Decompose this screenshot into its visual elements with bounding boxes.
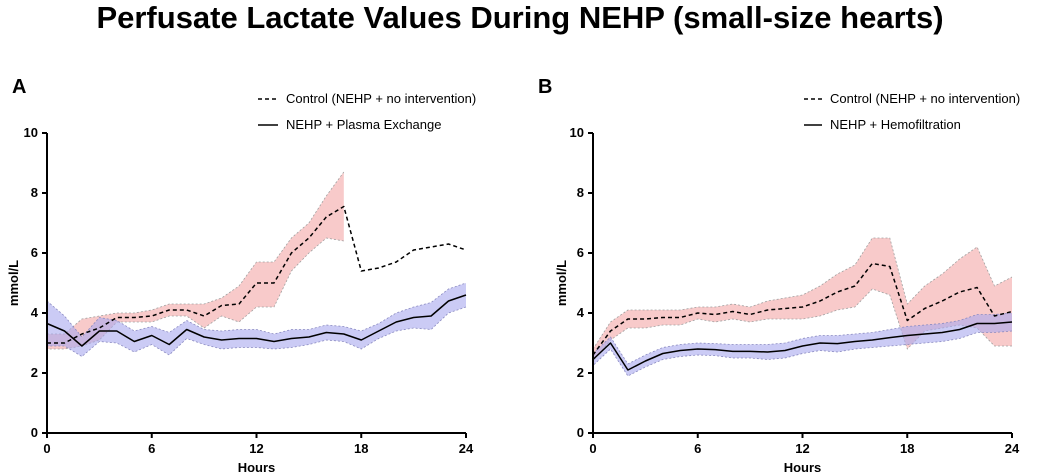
- panel-b-x-tick-label: 18: [900, 441, 914, 456]
- panel-b-band-lower-edge-1: [592, 330, 1013, 377]
- panel-b-band-upper-edge-1: [592, 312, 1013, 365]
- panel-a-y-tick-label: 8: [31, 185, 38, 200]
- panel-b-series-line-0: [592, 262, 1013, 356]
- panel-a-y-tick-label: 6: [31, 245, 38, 260]
- figure-title: Perfusate Lactate Values During NEHP (sm…: [96, 0, 944, 35]
- panel-a-band-upper-edge-0: [47, 171, 345, 335]
- panel-a-x-tick-label: 6: [148, 441, 155, 456]
- panel-b-series-line-1: [592, 321, 1013, 371]
- panel-b-y-tick-label: 4: [577, 305, 585, 320]
- panel-a-y-tick-label: 10: [24, 125, 38, 140]
- panel-a-x-tick-label: 18: [354, 441, 368, 456]
- panel-a-x-tick-label: 24: [459, 441, 474, 456]
- panel-b-y-tick-label: 2: [577, 365, 584, 380]
- panel-b-y-tick-label: 10: [570, 125, 584, 140]
- panel-a-y-tick-label: 4: [31, 305, 39, 320]
- panel-a-x-tick-label: 12: [249, 441, 263, 456]
- panel-b-x-tick-label: 24: [1005, 441, 1020, 456]
- panel-b-band-1: [593, 313, 1012, 376]
- panel-a-legend-entry-0: Control (NEHP + no intervention): [286, 91, 476, 106]
- panel-b-label: B: [538, 76, 552, 98]
- panel-b-band-upper-edge-0: [592, 237, 1013, 350]
- panel-b-legend-entry-0: Control (NEHP + no intervention): [830, 91, 1020, 106]
- panel-a-series-line-1: [46, 294, 467, 347]
- panel-a-y-axis-label: mmol/L: [6, 260, 21, 306]
- panel-a-band-1: [47, 283, 466, 357]
- panel-a-y-tick-label: 2: [31, 365, 38, 380]
- panel-b-y-tick-label: 0: [577, 425, 584, 440]
- panel-a-band-lower-edge-0: [47, 237, 344, 350]
- panel-a-label: A: [12, 76, 26, 98]
- panel-a-y-tick-label: 0: [31, 425, 38, 440]
- panel-a-band-lower-edge-1: [47, 306, 467, 357]
- panel-b-x-tick-label: 12: [795, 441, 809, 456]
- panel-b-x-tick-label: 6: [694, 441, 701, 456]
- panel-b-x-axis-label: Hours: [784, 460, 822, 475]
- panel-b-x-tick-label: 0: [589, 441, 596, 456]
- panel-a-x-tick-label: 0: [43, 441, 50, 456]
- panel-a-legend-entry-1: NEHP + Plasma Exchange: [286, 117, 441, 132]
- panel-b-y-tick-label: 6: [577, 245, 584, 260]
- panel-a-series-line-0: [47, 205, 467, 344]
- panel-b-legend-entry-1: NEHP + Hemofiltration: [830, 117, 961, 132]
- panel-a-band-upper-edge-1: [46, 282, 467, 338]
- panel-b-y-tick-label: 8: [577, 185, 584, 200]
- panel-a-x-axis-label: Hours: [238, 460, 276, 475]
- panel-b-y-axis-label: mmol/L: [554, 260, 569, 306]
- panel-a-band-0: [47, 172, 344, 349]
